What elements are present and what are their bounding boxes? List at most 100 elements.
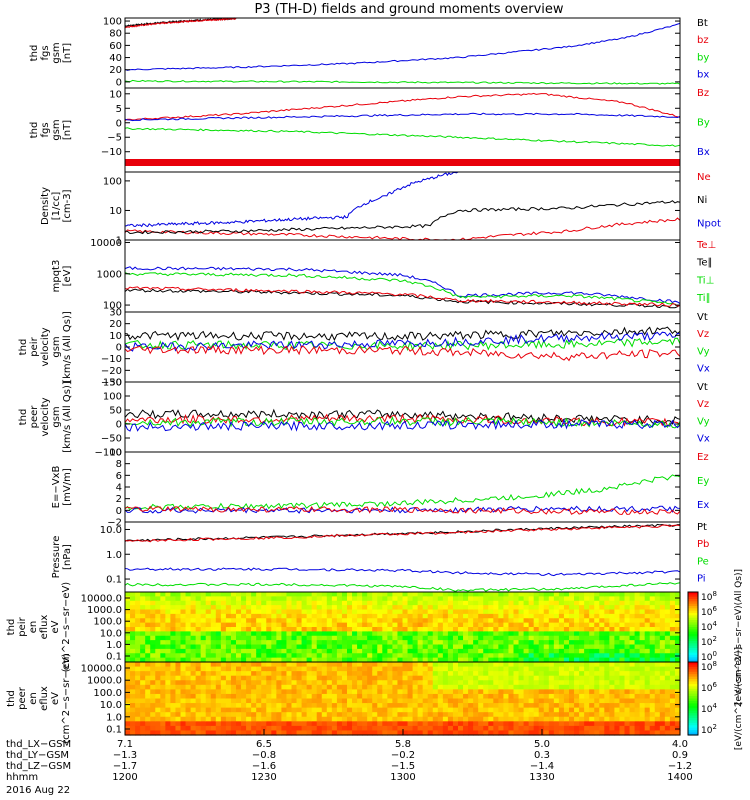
spectrogram-cell — [604, 631, 610, 637]
spectrogram-cell — [569, 609, 575, 615]
spectrogram-cell — [372, 698, 378, 704]
spectrogram-cell — [347, 627, 353, 632]
spectrogram-cell — [412, 680, 419, 686]
spectrogram-cell — [352, 635, 358, 641]
spectrogram-cell — [130, 662, 136, 668]
spectrogram-cell — [397, 712, 404, 718]
spectrogram-cell — [125, 703, 131, 709]
spectrogram-cell — [609, 730, 616, 736]
spectrogram-cell — [236, 648, 242, 654]
spectrogram-cell — [579, 653, 585, 659]
spectrogram-cell — [407, 653, 414, 659]
spectrogram-cell — [579, 635, 585, 641]
spectrogram-cell — [236, 703, 242, 709]
spectrogram-cell — [614, 592, 621, 597]
spectrogram-cell — [155, 698, 161, 704]
spectrogram-cell — [417, 671, 424, 677]
spectrogram-cell — [331, 627, 338, 632]
spectrogram-cell — [432, 689, 439, 695]
spectrogram-cell — [220, 693, 227, 700]
spectrogram-cell — [493, 725, 499, 732]
spectrogram-cell — [286, 703, 293, 709]
spectrogram-cell — [306, 671, 313, 677]
spectrogram-cell — [407, 662, 414, 668]
spectrogram-cell — [488, 653, 494, 659]
y-tick-label: 100.0 — [93, 688, 122, 699]
spectrogram-cell — [533, 721, 540, 727]
spectrogram-cell — [281, 662, 288, 668]
spectrogram-cell — [306, 648, 313, 654]
spectrogram-cell — [341, 605, 348, 611]
spectrogram-cell — [619, 653, 626, 659]
spectrogram-cell — [367, 622, 373, 628]
spectrogram-cell — [432, 675, 439, 681]
spectrogram-cell — [614, 666, 621, 672]
spectrogram-cell — [513, 671, 520, 677]
spectrogram-cell — [498, 618, 505, 624]
spectrogram-cell — [306, 680, 313, 686]
spectrogram-cell — [145, 613, 151, 619]
y-tick-label: 10 — [109, 89, 122, 100]
spectrogram-cell — [241, 596, 247, 602]
spectrogram-cell — [634, 631, 641, 637]
spectrogram-cell — [478, 592, 484, 597]
spectrogram-cell — [175, 675, 182, 681]
spectrogram-cell — [175, 716, 182, 722]
spectrogram-cell — [246, 609, 252, 615]
spectrogram-cell — [205, 671, 212, 677]
spectrogram-cell — [629, 662, 636, 668]
spectrogram-cell — [251, 666, 257, 672]
spectrogram-cell — [538, 644, 545, 650]
spectrogram-cell — [336, 653, 343, 659]
spectrogram-cell — [458, 657, 464, 663]
spectrogram-cell — [498, 680, 505, 686]
spectrogram-cell — [200, 689, 207, 695]
spectrogram-cell — [150, 684, 156, 690]
spectrogram-cell — [432, 666, 439, 672]
spectrogram-cell — [326, 596, 333, 602]
spectrogram-cell — [377, 627, 383, 632]
spectrogram-cell — [563, 657, 570, 663]
spectrogram-cell — [256, 689, 262, 695]
spectrogram-cell — [563, 716, 570, 722]
spectrogram-cell — [190, 618, 197, 624]
spectrogram-cell — [463, 644, 469, 650]
spectrogram-cell — [558, 689, 565, 695]
spectrogram-cell — [483, 605, 489, 611]
spectrogram-cell — [311, 596, 318, 602]
spectrogram-cell — [417, 648, 424, 654]
spectrogram-cell — [140, 640, 146, 646]
spectrogram-cell — [569, 631, 575, 637]
spectrogram-cell — [185, 640, 192, 646]
spectrogram-cell — [629, 725, 636, 732]
spectrogram-cell — [352, 592, 358, 597]
series-line-By — [124, 112, 681, 122]
spectrogram-cell — [674, 684, 681, 690]
spectrogram-cell — [266, 730, 272, 736]
spectrogram-cell — [407, 671, 414, 677]
spectrogram-cell — [437, 707, 444, 713]
spectrogram-cell — [458, 721, 464, 727]
spectrogram-cell — [558, 605, 565, 611]
spectrogram-cell — [190, 605, 197, 611]
spectrogram-cell — [463, 680, 469, 686]
spectrogram-cell — [644, 640, 651, 646]
spectrogram-cell — [372, 689, 378, 695]
spectrogram-cell — [447, 698, 454, 704]
spectrogram-cell — [654, 613, 661, 619]
spectrogram-cell — [569, 613, 575, 619]
spectrogram-cell — [291, 666, 298, 672]
spectrogram-cell — [296, 716, 303, 722]
spectrogram-cell — [326, 730, 333, 736]
series-line-Ez — [124, 505, 681, 516]
colorbar-label: [eV/(cm^2−s−sr−eV)] — [734, 647, 744, 750]
spectrogram-cell — [654, 596, 661, 602]
spectrogram-cell — [251, 693, 257, 700]
spectrogram-cell — [145, 684, 151, 690]
spectrogram-cell — [382, 618, 388, 624]
spectrogram-cell — [347, 618, 353, 624]
spectrogram-cell — [326, 693, 333, 700]
spectrogram-cell — [291, 730, 298, 736]
spectrogram-cell — [215, 609, 222, 615]
spectrogram-cell — [387, 648, 394, 654]
